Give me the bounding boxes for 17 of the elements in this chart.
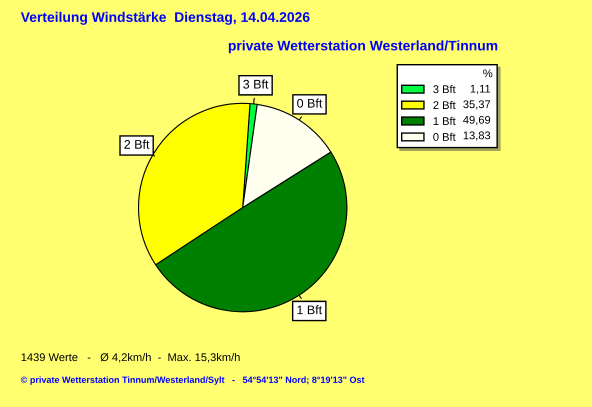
slice-label: 3 Bft (243, 79, 268, 89)
legend-label: 3 Bft (433, 85, 456, 94)
legend-title: % (483, 69, 492, 78)
chart-title: Verteilung Windstärke Dienstag, 14.04.2026 (20, 12, 310, 25)
slice-label: 1 Bft (297, 305, 322, 314)
data-label: 1,11 (470, 84, 490, 94)
data-label: 35,37 (463, 100, 490, 110)
data-label: 13,83 (464, 131, 490, 141)
legend-label: 0 Bft (433, 132, 456, 141)
slice-label: 2 Bft (124, 140, 150, 149)
text: 1439 Werte - Ø 4,2km/h - Max. 15,3km/h (22, 352, 240, 362)
data-label: 49,69 (463, 116, 490, 126)
chart-subtitle: private Wetterstation Westerland/Tinnum (228, 40, 498, 54)
legend-label: 1 Bft (434, 116, 456, 125)
legend-label: 2 Bft (433, 100, 456, 110)
text: © private Wetterstation Tinnum/Westerland/Sylt - 54°54'13" Nord; 8°19'13" Ost (20, 376, 364, 385)
slice-label: 0 Bft (297, 98, 322, 108)
